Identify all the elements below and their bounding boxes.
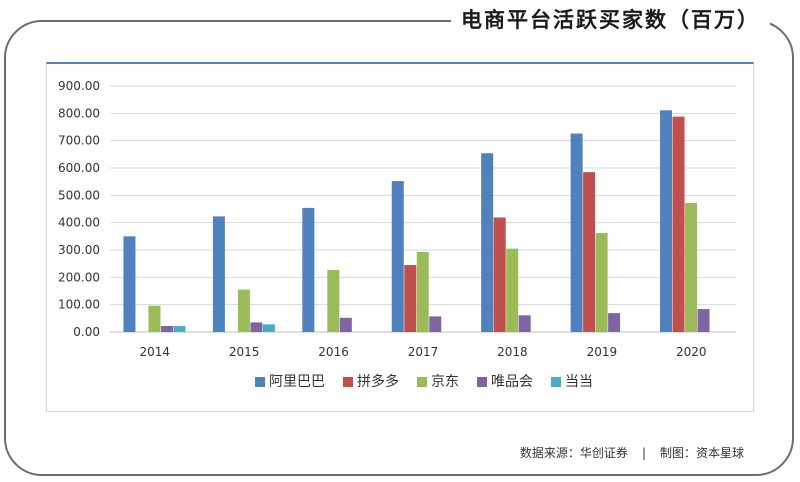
bar xyxy=(404,265,417,332)
bar xyxy=(608,313,621,332)
chart-title: 电商平台活跃买家数（百万） xyxy=(451,4,770,34)
bar xyxy=(250,322,263,332)
bar xyxy=(262,324,275,332)
bar xyxy=(327,269,340,332)
legend-label: 拼多多 xyxy=(357,373,399,390)
bar xyxy=(416,251,429,332)
x-tick-label: 2020 xyxy=(676,345,707,359)
bar xyxy=(391,181,404,332)
bar xyxy=(302,207,315,332)
bar xyxy=(237,289,250,332)
source-note: 数据来源：华创证券 xyxy=(519,446,628,460)
bar xyxy=(493,217,506,332)
chart-frame xyxy=(4,20,794,476)
bar xyxy=(429,316,442,332)
y-tick-label: 300.00 xyxy=(58,243,100,257)
y-tick-label: 500.00 xyxy=(58,188,100,202)
bar xyxy=(518,315,531,332)
legend-swatch xyxy=(255,377,265,387)
bar xyxy=(173,325,186,332)
bar xyxy=(660,110,673,333)
y-tick-label: 400.00 xyxy=(58,216,100,230)
legend-swatch xyxy=(551,377,561,387)
y-tick-label: 600.00 xyxy=(58,161,100,175)
legend-label: 阿里巴巴 xyxy=(269,374,325,390)
bar xyxy=(160,325,173,332)
y-tick-label: 700.00 xyxy=(58,134,100,148)
bar xyxy=(595,233,608,332)
y-tick-label: 200.00 xyxy=(58,270,100,284)
y-tick-label: 0.00 xyxy=(73,325,100,339)
bar xyxy=(506,248,519,332)
bar xyxy=(339,317,352,332)
bar xyxy=(148,305,161,332)
bar xyxy=(481,153,494,332)
plot-area xyxy=(46,62,754,412)
bar xyxy=(123,236,136,332)
bar xyxy=(570,133,583,332)
x-tick-label: 2017 xyxy=(408,345,439,359)
bar-chart: 0.00 100.00 200.00 300.00 400.00 500.00 600.00… xyxy=(58,79,736,390)
footer: 数据来源：华创证券 | 制图：资本星球 xyxy=(520,444,744,461)
x-tick-label: 2018 xyxy=(497,345,528,359)
bar xyxy=(697,309,710,332)
footer-separator: | xyxy=(641,446,646,460)
legend-label: 当当 xyxy=(565,374,593,390)
y-tick-label: 100.00 xyxy=(58,298,100,312)
x-tick-label: 2015 xyxy=(229,345,260,359)
credit-note: 制图：资本星球 xyxy=(659,446,744,460)
legend-swatch xyxy=(343,377,353,387)
y-tick-label: 800.00 xyxy=(58,106,100,120)
legend-label: 唯品会 xyxy=(491,374,533,390)
x-tick-label: 2014 xyxy=(139,345,170,359)
bar xyxy=(583,172,596,332)
legend-swatch xyxy=(477,377,487,387)
legend-swatch xyxy=(417,377,427,387)
bar xyxy=(672,116,685,332)
x-tick-label: 2019 xyxy=(587,345,618,359)
y-tick-label: 900.00 xyxy=(58,79,100,93)
legend-label: 京东 xyxy=(431,374,459,390)
bar xyxy=(685,202,698,332)
bar xyxy=(212,216,225,332)
x-tick-label: 2016 xyxy=(318,345,349,359)
